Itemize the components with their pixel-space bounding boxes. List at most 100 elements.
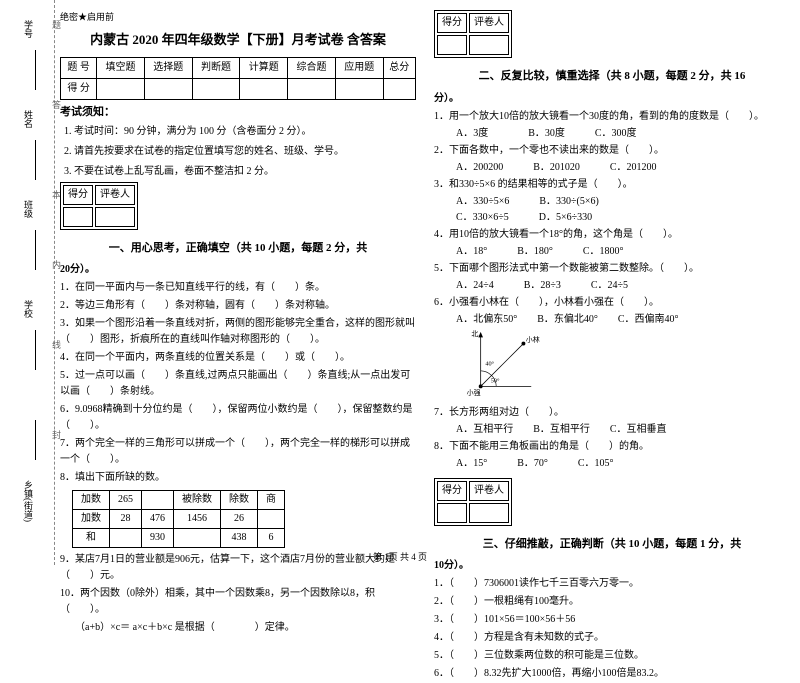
- question: （a+b）×c＝ a×c＋b×c 是根据（ ）定律。: [60, 619, 416, 637]
- scorebox-cell: [437, 503, 467, 523]
- bind-field-town: 乡镇(街道): [22, 480, 35, 522]
- question: 6．小强看小林在（ ），小林看小强在（ ）。: [434, 294, 790, 312]
- options: A．15° B．70° C．105°: [434, 456, 790, 472]
- scorebox-cell: [437, 35, 467, 55]
- data-cell: 被除数: [174, 491, 221, 510]
- scorebox: 得分评卷人: [434, 10, 512, 58]
- question: 5．过一点可以画（ ）条直线,过两点只能画出（ ）条直线;从一点出发可以画（ ）…: [60, 367, 416, 401]
- data-cell: 1456: [174, 510, 221, 529]
- diagram-north: 北: [471, 329, 478, 337]
- table-row: 加数 265 被除数 除数 商: [73, 491, 285, 510]
- options: C．330×6÷5 D．5×6÷330: [434, 210, 790, 226]
- data-cell: 和: [73, 529, 110, 548]
- notice-list: 考试时间：90 分钟，满分为 100 分（含卷面分 2 分）。 请首先按要求在试…: [60, 122, 416, 182]
- hdr-cell: 题 号: [61, 58, 97, 79]
- hdr-cell: [288, 79, 336, 100]
- question: 4．在同一个平面内，两条直线的位置关系是（ ）或（ ）。: [60, 349, 416, 367]
- hdr-cell: 判断题: [192, 58, 240, 79]
- scorebox-cell: 得分: [437, 481, 467, 501]
- question: 4．（ ）方程是含有未知数的式子。: [434, 629, 790, 647]
- section1-title: 一、用心思考，正确填空（共 10 小题，每题 2 分，共: [60, 240, 416, 258]
- question: 3．如果一个图形沿着一条直线对折，两侧的图形能够完全重合，这样的图形就叫（ ）图…: [60, 315, 416, 349]
- bind-field-id: 学号: [22, 20, 35, 38]
- scorebox-cell: 评卷人: [95, 185, 135, 205]
- options: A．3度 B．30度 C．300度: [434, 126, 790, 142]
- hdr-cell: [335, 79, 383, 100]
- hdr-cell: 综合题: [288, 58, 336, 79]
- options: A．互相平行 B．互相平行 C．互相垂直: [434, 422, 790, 438]
- angle-diagram: 北 小林 小强 40° 50°: [464, 328, 544, 398]
- bind-line: [35, 140, 36, 180]
- question: 4．用10倍的放大镜看一个18°的角，这个角是（ ）。: [434, 226, 790, 244]
- notice-item: 请首先按要求在试卷的指定位置填写您的姓名、班级、学号。: [74, 142, 416, 162]
- options: A．24÷4 B．28÷3 C．24÷5: [434, 278, 790, 294]
- data-cell: [142, 491, 174, 510]
- data-cell: 加数: [73, 491, 110, 510]
- page-footer: 第 1页 共 4 页: [0, 550, 800, 563]
- scorebox-cell: [95, 207, 135, 227]
- bind-line: [35, 230, 36, 270]
- scorebox-cell: 评卷人: [469, 13, 509, 33]
- data-cell: 930: [142, 529, 174, 548]
- data-cell: 476: [142, 510, 174, 529]
- scorebox-cell: [63, 207, 93, 227]
- data-cell: [258, 510, 285, 529]
- hdr-cell: 总分: [383, 58, 415, 79]
- hdr-cell: [144, 79, 192, 100]
- options: A．北偏东50° B．东偏北40° C．西偏南40°: [434, 312, 790, 328]
- section2-tail: 分）。: [434, 90, 790, 108]
- diagram-node: 小林: [526, 335, 540, 344]
- diagram-angle: 50°: [491, 377, 500, 384]
- data-cell: 商: [258, 491, 285, 510]
- question: 2．下面各数中，一个零也不读出来的数是（ ）。: [434, 142, 790, 160]
- hdr-cell: [97, 79, 145, 100]
- score-header-table: 题 号 填空题 选择题 判断题 计算题 综合题 应用题 总分 得 分: [60, 57, 416, 100]
- data-cell: [110, 529, 142, 548]
- scorebox-cell: [469, 503, 509, 523]
- question: 6．（ ）8.32先扩大1000倍，再缩小100倍是83.2。: [434, 665, 790, 683]
- bind-line: [35, 330, 36, 370]
- bind-line: [35, 50, 36, 90]
- question: 3．和330÷5×6 的结果相等的式子是（ ）。: [434, 176, 790, 194]
- hdr-cell: 应用题: [335, 58, 383, 79]
- scorebox-cell: 得分: [63, 185, 93, 205]
- section1-tail: 20分）。: [60, 261, 416, 279]
- table-row: 题 号 填空题 选择题 判断题 计算题 综合题 应用题 总分: [61, 58, 416, 79]
- exam-title: 内蒙古 2020 年四年级数学【下册】月考试卷 含答案: [60, 30, 416, 51]
- diagram-angle: 40°: [485, 360, 494, 367]
- bind-field-name: 姓名: [22, 110, 35, 128]
- question: 1．在同一平面内与一条已知直线平行的线，有（ ）条。: [60, 279, 416, 297]
- data-cell: 438: [221, 529, 258, 548]
- question: 10．两个因数（0除外）相乘，其中一个因数乘8，另一个因数除以8，积（ ）。: [60, 585, 416, 619]
- data-cell: 265: [110, 491, 142, 510]
- secret-label: 绝密★启用前: [60, 10, 416, 24]
- options: A．200200 B．201020 C．201200: [434, 160, 790, 176]
- question: 1．用一个放大10倍的放大镜看一个30度的角，看到的角的度数是（ ）。: [434, 108, 790, 126]
- data-cell: [174, 529, 221, 548]
- table-row: 和 930 438 6: [73, 529, 285, 548]
- scorebox: 得分评卷人: [60, 182, 138, 230]
- scorebox: 得分评卷人: [434, 478, 512, 526]
- notice-item: 不要在试卷上乱写乱画，卷面不整洁扣 2 分。: [74, 162, 416, 182]
- fill-table: 加数 265 被除数 除数 商 加数 28 476 1456 26 和 930: [72, 490, 285, 548]
- question: 8．填出下面所缺的数。: [60, 469, 416, 487]
- options: A．18° B．180° C．1800°: [434, 244, 790, 260]
- question: 5．下面哪个图形法式中第一个数能被第二数整除。（ ）。: [434, 260, 790, 278]
- hdr-cell: 填空题: [97, 58, 145, 79]
- diagram-node: 小强: [467, 387, 481, 396]
- binding-column: 学号 姓名 班级 学校 乡镇(街道) 题 答 本 内 线 封: [0, 0, 55, 565]
- table-row: 加数 28 476 1456 26: [73, 510, 285, 529]
- page-content: 绝密★启用前 内蒙古 2020 年四年级数学【下册】月考试卷 含答案 题 号 填…: [60, 10, 790, 550]
- data-cell: 26: [221, 510, 258, 529]
- notice-heading: 考试须知：: [60, 104, 416, 122]
- hdr-cell: [192, 79, 240, 100]
- question: 5．（ ）三位数乘两位数的积可能是三位数。: [434, 647, 790, 665]
- scorebox-cell: 评卷人: [469, 481, 509, 501]
- data-cell: 28: [110, 510, 142, 529]
- data-cell: 6: [258, 529, 285, 548]
- bind-line: [35, 420, 36, 460]
- data-cell: 除数: [221, 491, 258, 510]
- bind-field-school: 学校: [22, 300, 35, 318]
- right-column: 得分评卷人 二、反复比较，慎重选择（共 8 小题，每题 2 分，共 16 分）。…: [434, 10, 790, 550]
- question: 2．（ ）一根粗绳有100毫升。: [434, 593, 790, 611]
